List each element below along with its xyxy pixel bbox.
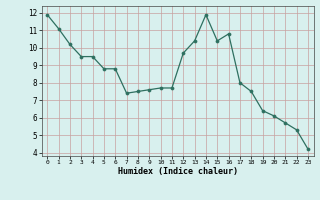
X-axis label: Humidex (Indice chaleur): Humidex (Indice chaleur) <box>118 167 237 176</box>
